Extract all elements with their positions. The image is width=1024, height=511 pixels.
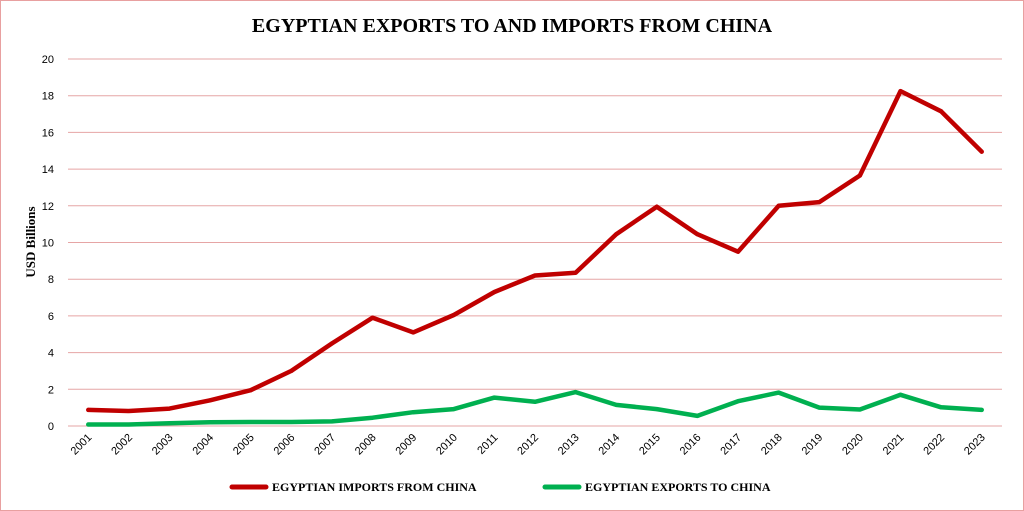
data-point (654, 407, 659, 412)
data-point (654, 204, 659, 209)
x-tick-label: 2006 (272, 432, 298, 458)
y-tick-label: 4 (48, 348, 54, 360)
data-point (614, 232, 619, 237)
x-tick-label: 2017 (718, 432, 744, 458)
data-point (492, 290, 497, 295)
y-tick-label: 18 (42, 91, 54, 103)
data-point (370, 415, 375, 420)
data-point (329, 341, 334, 346)
data-point (248, 419, 253, 424)
data-point (451, 407, 456, 412)
data-point (857, 407, 862, 412)
data-point (939, 405, 944, 410)
x-tick-label: 2002 (109, 432, 135, 458)
data-point (776, 390, 781, 395)
series-line (86, 88, 984, 414)
x-tick-label: 2019 (800, 432, 826, 458)
data-point (817, 405, 822, 410)
chart-title: EGYPTIAN EXPORTS TO AND IMPORTS FROM CHI… (252, 15, 773, 37)
x-tick-label: 2023 (962, 432, 988, 458)
data-point (533, 273, 537, 278)
data-point (736, 249, 741, 254)
y-tick-label: 8 (48, 274, 54, 286)
x-tick-label: 2020 (840, 432, 866, 458)
x-tick-label: 2009 (393, 432, 419, 458)
series-exports (86, 389, 984, 427)
y-tick-label: 16 (42, 127, 54, 139)
data-point (411, 330, 416, 335)
y-tick-label: 12 (42, 201, 54, 213)
data-point (167, 421, 172, 426)
x-tick-label: 2018 (759, 432, 785, 458)
data-point (126, 422, 131, 427)
x-tick-label: 2016 (678, 432, 704, 458)
data-point (979, 149, 984, 154)
data-point (289, 368, 294, 373)
data-point (248, 388, 253, 393)
data-point (898, 89, 903, 94)
data-point (857, 173, 862, 178)
x-tick-label: 2010 (434, 432, 460, 458)
x-tick-label: 2012 (515, 432, 541, 458)
x-tick-label: 2005 (231, 432, 257, 458)
legend-label-imports: EGYPTIAN IMPORTS FROM CHINA (272, 480, 477, 494)
y-tick-labels: 0 2 4 6 8 10 12 14 16 18 20 (42, 54, 54, 433)
x-tick-label: 2004 (190, 432, 216, 458)
legend-label-exports: EGYPTIAN EXPORTS TO CHINA (585, 480, 771, 494)
data-point (533, 399, 537, 404)
x-tick-label: 2008 (353, 432, 379, 458)
data-point (86, 422, 91, 427)
y-tick-label: 20 (42, 54, 54, 66)
data-point (208, 420, 213, 425)
x-tick-label: 2001 (69, 432, 95, 458)
x-tick-labels: 2001 2002 2003 2004 2005 2006 2007 2008 2009 2010… (69, 432, 988, 458)
data-point (329, 419, 334, 424)
data-point (289, 419, 294, 424)
data-point (939, 109, 944, 114)
y-tick-label: 10 (42, 238, 54, 250)
y-tick-label: 0 (48, 421, 54, 433)
data-point (370, 315, 375, 320)
data-point (208, 398, 213, 403)
data-point (411, 410, 416, 415)
series-imports (86, 88, 984, 414)
data-point (167, 406, 172, 411)
x-tick-label: 2013 (556, 432, 582, 458)
x-tick-label: 2003 (150, 432, 176, 458)
data-point (451, 312, 456, 317)
data-point (126, 408, 131, 413)
gridlines (68, 58, 1002, 427)
x-tick-label: 2022 (921, 432, 947, 458)
y-tick-label: 2 (48, 384, 54, 396)
y-tick-label: 14 (42, 164, 54, 176)
series-lines (86, 88, 984, 427)
legend: EGYPTIAN IMPORTS FROM CHINA EGYPTIAN EXP… (229, 480, 771, 494)
x-tick-label: 2011 (475, 432, 500, 457)
data-point (979, 407, 984, 412)
data-point (573, 390, 578, 395)
data-point (573, 270, 578, 275)
data-point (492, 395, 497, 400)
data-point (86, 407, 91, 412)
data-point (898, 392, 903, 397)
y-tick-label: 6 (48, 311, 54, 323)
data-point (817, 200, 822, 205)
data-point (695, 232, 700, 237)
x-tick-label: 2021 (881, 432, 907, 458)
y-axis-label: USD Billions (23, 206, 38, 277)
x-tick-label: 2014 (597, 432, 623, 458)
data-point (736, 399, 741, 404)
data-point (776, 203, 781, 208)
data-point (614, 402, 619, 407)
x-tick-label: 2007 (312, 432, 338, 458)
data-point (695, 413, 700, 418)
x-tick-label: 2015 (637, 432, 663, 458)
